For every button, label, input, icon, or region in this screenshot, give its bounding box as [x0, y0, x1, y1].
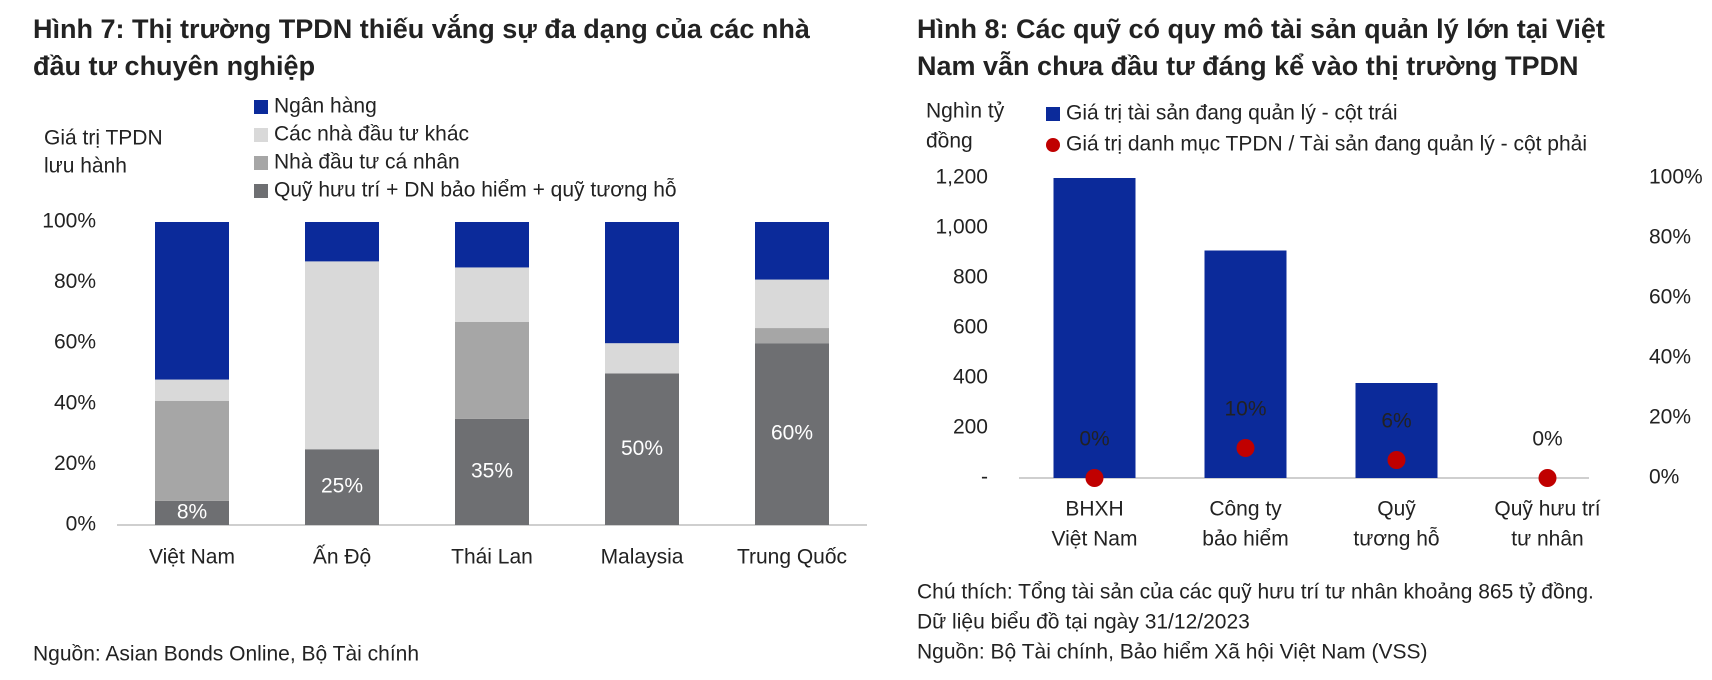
bar-segment: [755, 343, 829, 525]
bar-segment: [155, 400, 229, 501]
legend-swatch: [1046, 107, 1060, 121]
bar-segment: [455, 222, 529, 268]
x-tick-label: Việt Nam: [1052, 528, 1138, 551]
bar-segment: [455, 418, 529, 525]
y-tick-label: 600: [953, 316, 988, 339]
x-tick-label: Việt Nam: [149, 546, 235, 569]
data-label: 60%: [771, 422, 813, 445]
bar-segment: [755, 328, 829, 344]
legend-label: Nhà đầu tư cá nhân: [274, 151, 460, 174]
legend-swatch: [254, 156, 268, 170]
y-tick-label: 40%: [54, 391, 96, 414]
legend-label: Ngân hàng: [274, 95, 377, 118]
y-tick-label: 400: [953, 366, 988, 389]
y-tick-label: -: [981, 466, 988, 489]
bar-segment: [605, 343, 679, 374]
dot: [1387, 451, 1406, 469]
x-tick-label: Trung Quốc: [737, 546, 847, 569]
note: Dữ liệu biểu đồ tại ngày 31/12/2023: [917, 611, 1250, 634]
dot: [1236, 439, 1255, 457]
source: Nguồn: Asian Bonds Online, Bộ Tài chính: [33, 643, 419, 666]
bar-segment: [755, 279, 829, 329]
x-tick-label: Quỹ: [1377, 498, 1416, 521]
y2-tick-label: 0%: [1649, 466, 1679, 489]
legend-label: Quỹ hưu trí + DN bảo hiểm + quỹ tương hỗ: [274, 179, 677, 202]
y-axis-label: đồng: [926, 130, 973, 153]
x-tick-label: Công ty: [1209, 498, 1282, 521]
x-tick-label: tương hỗ: [1353, 528, 1439, 551]
y2-tick-label: 60%: [1649, 286, 1691, 309]
y-tick-label: 800: [953, 266, 988, 289]
legend-swatch: [254, 100, 268, 114]
bar: [1053, 178, 1136, 478]
bar-segment: [155, 500, 229, 525]
dot: [1538, 469, 1557, 487]
legend-swatch: [254, 184, 268, 198]
x-tick-label: tư nhân: [1511, 528, 1583, 551]
y2-tick-label: 20%: [1649, 406, 1691, 429]
data-label: 6%: [1381, 410, 1411, 433]
legend-label: Giá trị danh mục TPDN / Tài sản đang quả…: [1066, 133, 1587, 156]
data-label: 35%: [471, 460, 513, 483]
note: Chú thích: Tổng tài sản của các quỹ hưu …: [917, 581, 1594, 604]
data-label: 0%: [1532, 428, 1562, 451]
bar-segment: [605, 373, 679, 525]
bar-segment: [605, 222, 679, 344]
chart-title: đầu tư chuyên nghiệp: [33, 51, 315, 81]
y-tick-label: 1,000: [935, 216, 988, 239]
legend-swatch: [254, 128, 268, 142]
chart-title: Hình 7: Thị trường TPDN thiếu vắng sự đa…: [33, 13, 811, 44]
x-tick-label: bảo hiểm: [1202, 528, 1288, 551]
x-tick-label: BHXH: [1065, 498, 1123, 521]
bar-segment: [455, 321, 529, 419]
y-axis-label: lưu hành: [44, 155, 127, 178]
data-label: 25%: [321, 475, 363, 498]
y-tick-label: 80%: [54, 270, 96, 293]
data-label: 10%: [1224, 398, 1266, 421]
bar-segment: [305, 449, 379, 525]
y2-tick-label: 40%: [1649, 346, 1691, 369]
bar-segment: [305, 261, 379, 450]
y-tick-label: 1,200: [935, 166, 988, 189]
y-tick-label: 100%: [42, 210, 96, 233]
y-axis-label: Nghìn tỷ: [926, 100, 1005, 123]
x-tick-label: Thái Lan: [451, 546, 533, 569]
bar-segment: [755, 222, 829, 280]
y-tick-label: 200: [953, 416, 988, 439]
y-axis-label: Giá trị TPDN: [44, 127, 163, 150]
y-tick-label: 20%: [54, 452, 96, 475]
legend-swatch: [1046, 138, 1060, 152]
bar-segment: [155, 222, 229, 380]
data-label: 8%: [177, 500, 207, 523]
y2-tick-label: 100%: [1649, 166, 1703, 189]
x-tick-label: Quỹ hưu trí: [1494, 498, 1600, 521]
bar-segment: [305, 222, 379, 262]
legend-label: Các nhà đầu tư khác: [274, 123, 469, 146]
legend-label: Giá trị tài sản đang quản lý - cột trái: [1066, 102, 1398, 125]
data-label: 50%: [621, 437, 663, 460]
bar-segment: [155, 379, 229, 401]
y-tick-label: 0%: [66, 513, 96, 536]
x-tick-label: Malaysia: [601, 546, 684, 569]
x-tick-label: Ấn Độ: [313, 546, 371, 569]
bar-segment: [455, 267, 529, 322]
y-tick-label: 60%: [54, 331, 96, 354]
chart-title: Hình 8: Các quỹ có quy mô tài sản quản l…: [917, 14, 1605, 44]
data-label: 0%: [1079, 428, 1109, 451]
dot: [1085, 469, 1104, 487]
y2-tick-label: 80%: [1649, 226, 1691, 249]
chart-title: Nam vẫn chưa đầu tư đáng kể vào thị trườ…: [917, 50, 1578, 81]
note: Nguồn: Bộ Tài chính, Bảo hiểm Xã hội Việ…: [917, 641, 1428, 664]
